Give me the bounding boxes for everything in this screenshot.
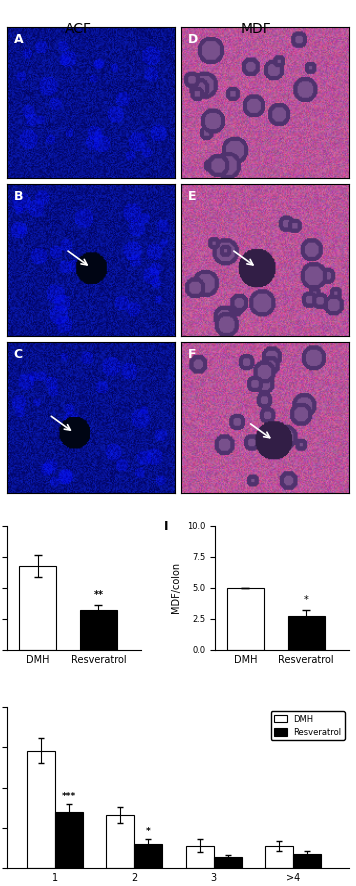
Text: D: D xyxy=(188,33,198,46)
Text: ACF: ACF xyxy=(65,22,92,36)
Bar xyxy=(266,846,293,868)
Text: B: B xyxy=(14,190,23,203)
Bar xyxy=(19,566,56,650)
Legend: DMH, Resveratrol: DMH, Resveratrol xyxy=(271,711,345,740)
Text: F: F xyxy=(188,348,197,361)
Text: *: * xyxy=(304,595,309,604)
Bar xyxy=(55,812,83,868)
Bar xyxy=(186,846,214,868)
Bar xyxy=(134,844,162,868)
Text: I: I xyxy=(164,520,168,532)
Bar xyxy=(27,750,55,868)
Text: MDF: MDF xyxy=(241,22,272,36)
Text: A: A xyxy=(14,33,23,46)
Bar xyxy=(80,610,117,650)
Bar xyxy=(227,588,263,650)
Text: *: * xyxy=(146,827,151,836)
Text: ***: *** xyxy=(62,791,76,801)
Y-axis label: MDF/colon: MDF/colon xyxy=(171,563,181,613)
Text: C: C xyxy=(14,348,23,361)
Bar xyxy=(293,854,321,868)
Bar xyxy=(214,857,242,868)
Bar xyxy=(106,815,134,868)
Bar xyxy=(288,617,325,650)
Text: E: E xyxy=(188,190,197,203)
Text: **: ** xyxy=(94,590,104,600)
